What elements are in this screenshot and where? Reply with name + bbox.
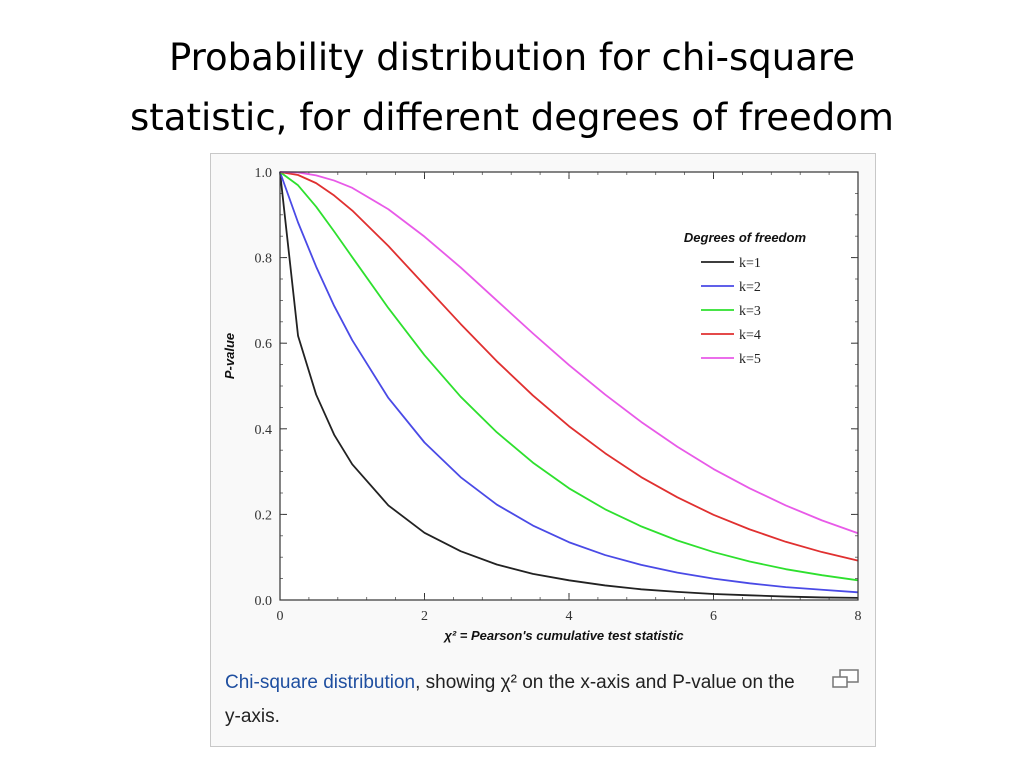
- series-line-k5: [279, 171, 859, 535]
- y-tick-label: 0.0: [255, 594, 273, 609]
- figure-thumbnail: 0 2 4 6 8 0.0 0.2 0.4 0.6 0.8 1.0 χ² = Pearson's cu…: [210, 153, 876, 747]
- slide-title-line-1: Probability distribution for chi-square: [168, 36, 856, 79]
- legend-label-k4: k=4: [739, 328, 761, 343]
- series-line-k3: [279, 171, 859, 582]
- series-line-k4: [279, 171, 859, 562]
- y-tick-label: 0.4: [255, 423, 273, 438]
- x-tick-label: 2: [421, 609, 428, 624]
- figure-caption: Chi-square distribution, showing χ² on t…: [225, 666, 805, 734]
- x-tick-label: 8: [855, 609, 862, 624]
- legend-label-k3: k=3: [739, 304, 761, 319]
- legend-title: Degrees of freedom: [684, 230, 807, 245]
- y-tick-label: 1.0: [255, 166, 273, 181]
- x-axis-title: χ² = Pearson's cumulative test statistic: [442, 628, 684, 643]
- x-tick-label: 6: [710, 609, 717, 624]
- slide-title-line-2: statistic, for different degrees of free…: [130, 96, 894, 139]
- caption-link[interactable]: Chi-square distribution: [225, 672, 416, 693]
- legend-label-k5: k=5: [739, 352, 761, 367]
- y-tick-label: 0.8: [255, 252, 273, 267]
- legend-label-k2: k=2: [739, 280, 761, 295]
- magnify-icon[interactable]: [831, 668, 861, 690]
- plot-frame: [279, 171, 859, 601]
- legend-label-k1: k=1: [739, 256, 761, 271]
- y-tick-label: 0.6: [255, 337, 273, 352]
- x-tick-label: 4: [566, 609, 573, 624]
- y-tick-label: 0.2: [255, 508, 273, 523]
- x-tick-label: 0: [277, 609, 284, 624]
- plot-area: [280, 172, 858, 600]
- series-line-k1: [279, 171, 859, 599]
- caption-text: , showing χ² on the x-axis and P-value o…: [225, 672, 795, 727]
- series-line-k2: [279, 171, 859, 594]
- y-axis-title: P-value: [222, 333, 237, 379]
- chi-square-chart: 0 2 4 6 8 0.0 0.2 0.4 0.6 0.8 1.0 χ² = Pearson's cu…: [222, 166, 862, 643]
- slide-title: Probability distribution for chi-square …: [0, 28, 1024, 148]
